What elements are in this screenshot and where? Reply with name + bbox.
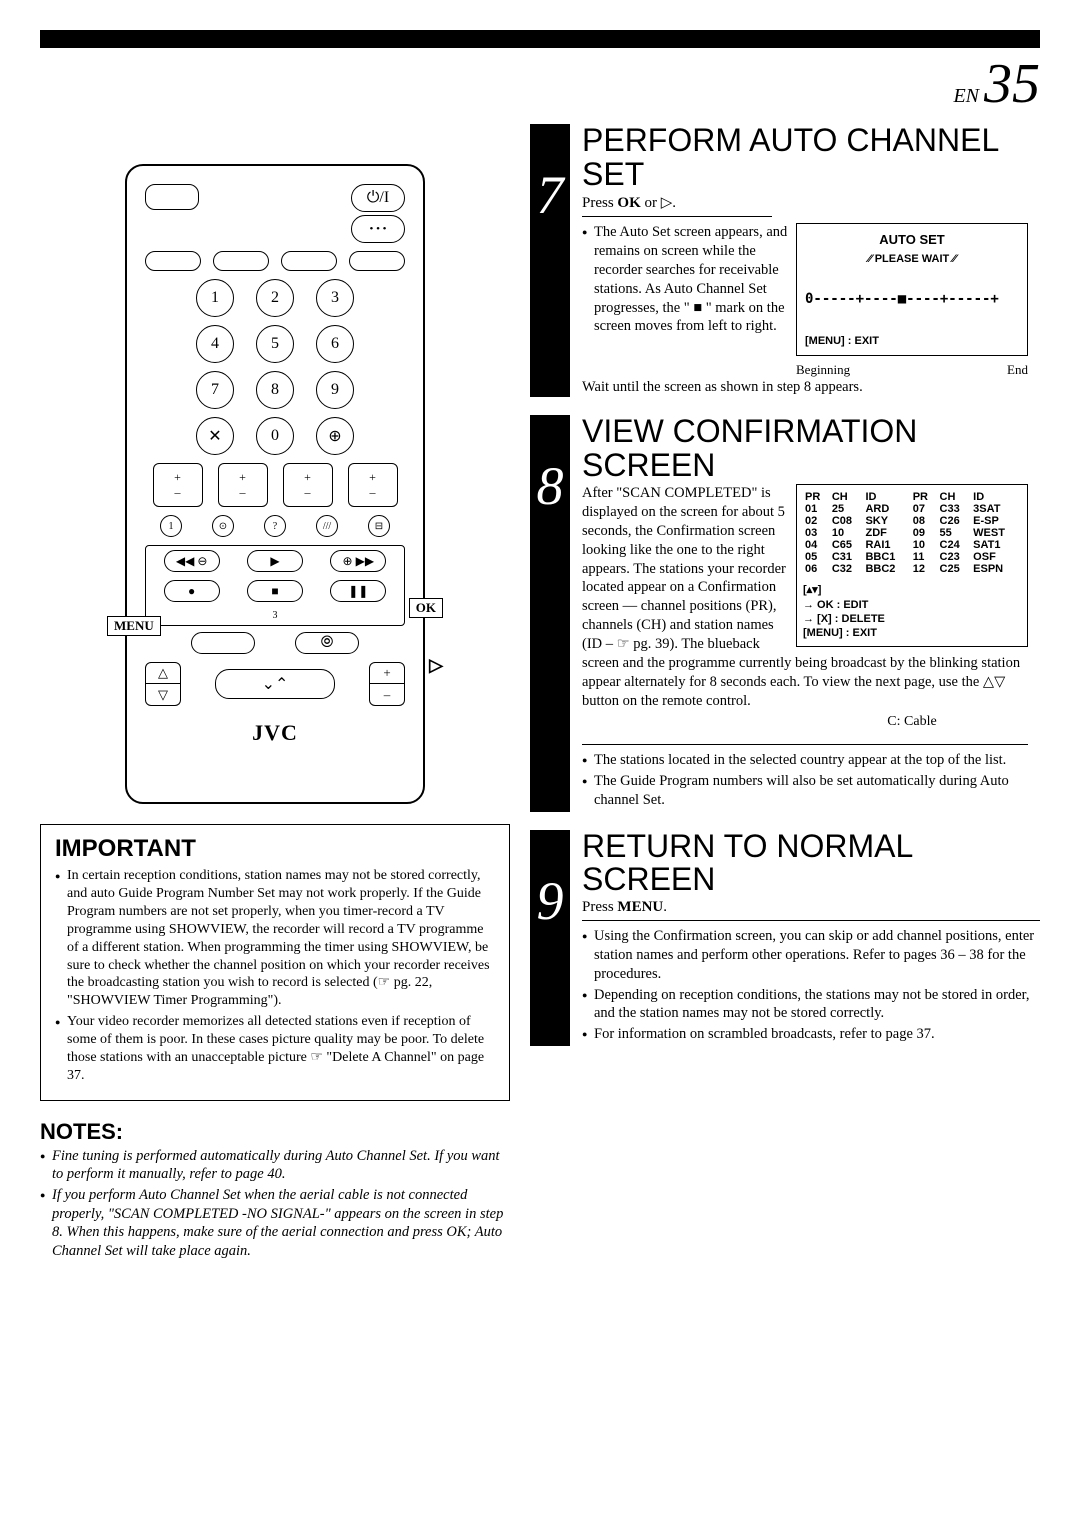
important-heading: IMPORTANT bbox=[55, 835, 495, 863]
keypad-1: 1 bbox=[196, 279, 234, 317]
keypad-9: 9 bbox=[316, 371, 354, 409]
transport-label: 3 bbox=[150, 610, 400, 621]
step-9-title: RETURN TO NORMAL SCREEN bbox=[582, 830, 1040, 897]
notes-block: NOTES: Fine tuning is performed automati… bbox=[40, 1119, 510, 1260]
tiny-1: 1 bbox=[160, 515, 182, 537]
header-bar bbox=[40, 30, 1040, 48]
divider bbox=[582, 216, 772, 217]
step-9-num: 9 bbox=[530, 830, 570, 1046]
keypad-3: 3 bbox=[316, 279, 354, 317]
notes-item-1: Fine tuning is performed automatically d… bbox=[40, 1147, 510, 1184]
osd-labels: Beginning End bbox=[796, 362, 1028, 378]
divider bbox=[582, 920, 1040, 921]
play-btn: ▶ bbox=[247, 550, 303, 572]
table-row: 02C08SKY08C26E-SP bbox=[803, 515, 1021, 527]
step-7-instr: Press OK or ▷. bbox=[582, 193, 1028, 212]
important-box: IMPORTANT In certain reception condition… bbox=[40, 824, 510, 1101]
step-8-bullet-2: The Guide Program numbers will also be s… bbox=[582, 772, 1028, 810]
step-8-num: 8 bbox=[530, 415, 570, 812]
notes-heading: NOTES: bbox=[40, 1119, 510, 1145]
table-row: 0310ZDF0955WEST bbox=[803, 527, 1021, 539]
right-column: 7 PERFORM AUTO CHANNEL SET Press OK or ▷… bbox=[530, 124, 1040, 1262]
remote-label-right-arrow: ▷ bbox=[423, 654, 449, 677]
keypad-7: 7 bbox=[196, 371, 234, 409]
tiny-2: ⊙ bbox=[212, 515, 234, 537]
remote-illustration: MENU OK ▷ ⏻/I • • • bbox=[125, 164, 425, 804]
step-9-bullet-1: Using the Confirmation screen, you can s… bbox=[582, 927, 1040, 984]
step-9-instr: Press MENU. bbox=[582, 899, 1040, 916]
tiny-5: ⊟ bbox=[368, 515, 390, 537]
remote-btn-blank bbox=[145, 184, 199, 210]
ff-btn: ⊕ ▶▶ bbox=[330, 550, 386, 572]
important-item-1: In certain reception conditions, station… bbox=[55, 867, 495, 1010]
remote-btn-power: ⏻/I bbox=[351, 184, 405, 212]
table-row: 04C65RAI110C24SAT1 bbox=[803, 539, 1021, 551]
page-number: EN 35 bbox=[40, 52, 1040, 116]
table-row: 05C31BBC111C23OSF bbox=[803, 551, 1021, 563]
keypad-4: 4 bbox=[196, 325, 234, 363]
step-9: 9 RETURN TO NORMAL SCREEN Press MENU. Us… bbox=[530, 830, 1040, 1046]
step-7-num: 7 bbox=[530, 124, 570, 397]
stop-btn: ■ bbox=[247, 580, 303, 602]
keypad-8: 8 bbox=[256, 371, 294, 409]
step-7-title: PERFORM AUTO CHANNEL SET bbox=[582, 124, 1028, 191]
remote-btn-dots: • • • bbox=[351, 215, 405, 243]
table-row: 06C32BBC212C25ESPN bbox=[803, 563, 1021, 575]
table-header-row: PRCHID PRCHID bbox=[803, 491, 1021, 503]
nav-plus: + bbox=[369, 662, 405, 684]
nav-up: △ bbox=[145, 662, 181, 684]
osd2-controls: [▴▾] → OK : EDIT → [X] : DELETE [MENU] :… bbox=[803, 583, 1021, 640]
left-column: MENU OK ▷ ⏻/I • • • bbox=[40, 124, 510, 1262]
osd-footer: [MENU] : EXIT bbox=[805, 335, 1019, 347]
step-8: 8 VIEW CONFIRMATION SCREEN PRCHID PRCHID… bbox=[530, 415, 1040, 812]
keypad-6: 6 bbox=[316, 325, 354, 363]
keypad-0: 0 bbox=[256, 417, 294, 455]
step-7-tail: Wait until the screen as shown in step 8… bbox=[582, 378, 1028, 397]
channel-table: PRCHID PRCHID 0125ARD07C333SAT 02C08SKY0… bbox=[803, 491, 1021, 575]
step-9-bullet-2: Depending on reception conditions, the s… bbox=[582, 986, 1040, 1024]
keypad-x: ✕ bbox=[196, 417, 234, 455]
pm-1: +– bbox=[153, 463, 203, 507]
remote-label-ok: OK bbox=[409, 598, 443, 618]
pm-4: +– bbox=[348, 463, 398, 507]
important-item-2: Your video recorder memorizes all detect… bbox=[55, 1013, 495, 1085]
remote-pill-3 bbox=[281, 251, 337, 271]
remote-pill-2 bbox=[213, 251, 269, 271]
page-prefix: EN bbox=[953, 85, 979, 107]
nav-left bbox=[191, 632, 255, 654]
remote-pill-4 bbox=[349, 251, 405, 271]
tiny-3: ? bbox=[264, 515, 286, 537]
nav-right-ok: ⦾ bbox=[295, 632, 359, 654]
nav-down: ▽ bbox=[145, 684, 181, 706]
nav-minus: – bbox=[369, 684, 405, 706]
step-8-bullet-1: The stations located in the selected cou… bbox=[582, 751, 1028, 770]
keypad-timer: ⊕ bbox=[316, 417, 354, 455]
pause-btn: ❚❚ bbox=[330, 580, 386, 602]
osd-confirmation: PRCHID PRCHID 0125ARD07C333SAT 02C08SKY0… bbox=[796, 484, 1028, 647]
remote-pill-1 bbox=[145, 251, 201, 271]
remote-label-menu: MENU bbox=[107, 616, 161, 636]
remote-brand: JVC bbox=[145, 720, 405, 746]
osd-label-end: End bbox=[1007, 362, 1028, 378]
rew-btn: ◀◀ ⊖ bbox=[164, 550, 220, 572]
nav-center: ⌄⌃ bbox=[215, 669, 335, 699]
page-num-big: 35 bbox=[984, 53, 1040, 115]
step-8-title: VIEW CONFIRMATION SCREEN bbox=[582, 415, 1028, 482]
step-9-bullet-3: For information on scrambled broadcasts,… bbox=[582, 1025, 1040, 1044]
table-row: 0125ARD07C333SAT bbox=[803, 503, 1021, 515]
osd-label-begin: Beginning bbox=[796, 362, 850, 378]
manual-page: EN 35 MENU OK ▷ ⏻/I • • • bbox=[0, 0, 1080, 1526]
keypad-2: 2 bbox=[256, 279, 294, 317]
step-7-bullet: The Auto Set screen appears, and remains… bbox=[582, 223, 1028, 336]
step-7: 7 PERFORM AUTO CHANNEL SET Press OK or ▷… bbox=[530, 124, 1040, 397]
pm-2: +– bbox=[218, 463, 268, 507]
pm-3: +– bbox=[283, 463, 333, 507]
divider bbox=[582, 744, 1028, 745]
keypad-5: 5 bbox=[256, 325, 294, 363]
tiny-4: /// bbox=[316, 515, 338, 537]
osd2-caption: C: Cable bbox=[796, 714, 1028, 730]
notes-item-2: If you perform Auto Channel Set when the… bbox=[40, 1186, 510, 1260]
rec-btn: ● bbox=[164, 580, 220, 602]
